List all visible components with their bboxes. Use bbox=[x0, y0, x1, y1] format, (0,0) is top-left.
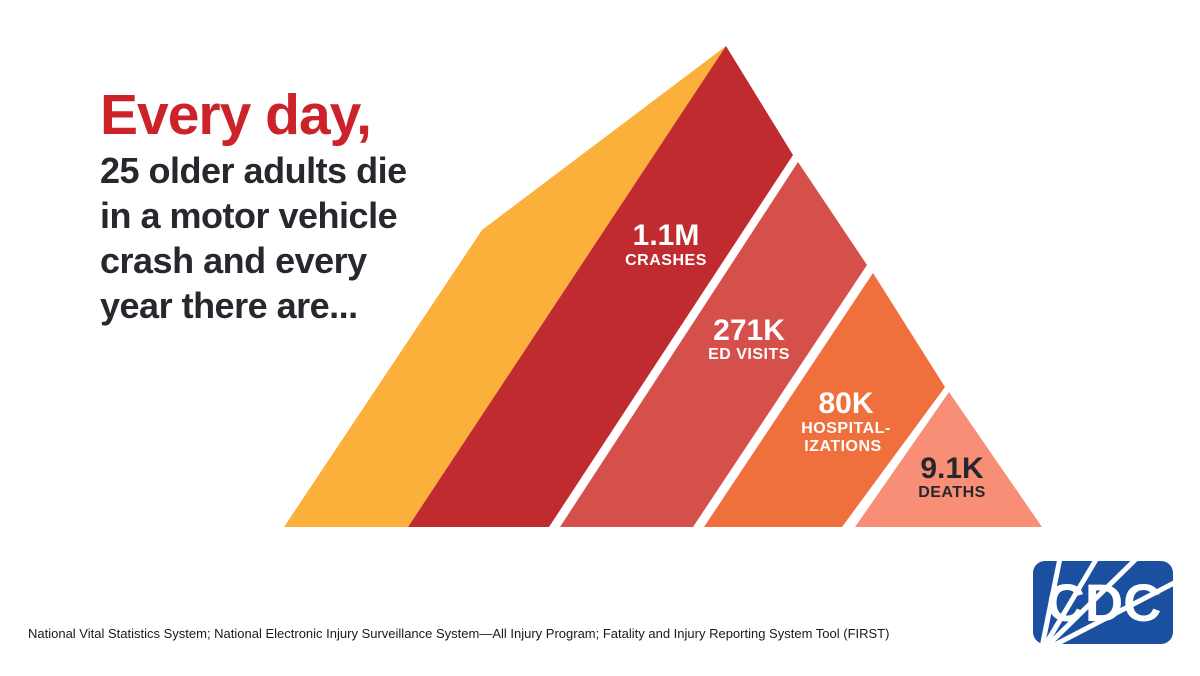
segment-hospitalizations-label-line1: HOSPITAL- bbox=[801, 420, 891, 437]
segment-hospitalizations bbox=[704, 273, 945, 527]
headline-line-4: year there are... bbox=[100, 285, 358, 326]
segment-deaths-label: DEATHS bbox=[918, 484, 986, 501]
pyramid-back-face bbox=[284, 46, 726, 527]
segment-deaths-value: 9.1K bbox=[920, 452, 984, 485]
segment-crashes-value: 1.1M bbox=[633, 219, 700, 252]
headline-emphasis: Every day, bbox=[100, 83, 372, 147]
cdc-logo: CDC bbox=[1033, 556, 1176, 655]
segment-crashes bbox=[408, 46, 793, 527]
segment-crashes-label: CRASHES bbox=[625, 252, 707, 269]
segment-hospitalizations-label-line2: IZATIONS bbox=[804, 438, 881, 455]
segment-hospitalizations-value: 80K bbox=[818, 387, 873, 420]
headline-line-3: crash and every bbox=[100, 240, 367, 281]
segment-ed-visits-label: ED VISITS bbox=[708, 346, 790, 363]
segment-ed-visits bbox=[560, 162, 867, 527]
cdc-logo-text: CDC bbox=[1047, 574, 1162, 633]
headline: 25 older adults die in a motor vehicle c… bbox=[100, 148, 407, 328]
cdc-logo-rays bbox=[1038, 556, 1176, 655]
source-citation: National Vital Statistics System; Nation… bbox=[28, 626, 890, 641]
headline-line-1: 25 older adults die bbox=[100, 150, 407, 191]
headline-line-2: in a motor vehicle bbox=[100, 195, 398, 236]
segment-ed-visits-value: 271K bbox=[713, 314, 785, 347]
segment-deaths bbox=[855, 392, 1042, 527]
